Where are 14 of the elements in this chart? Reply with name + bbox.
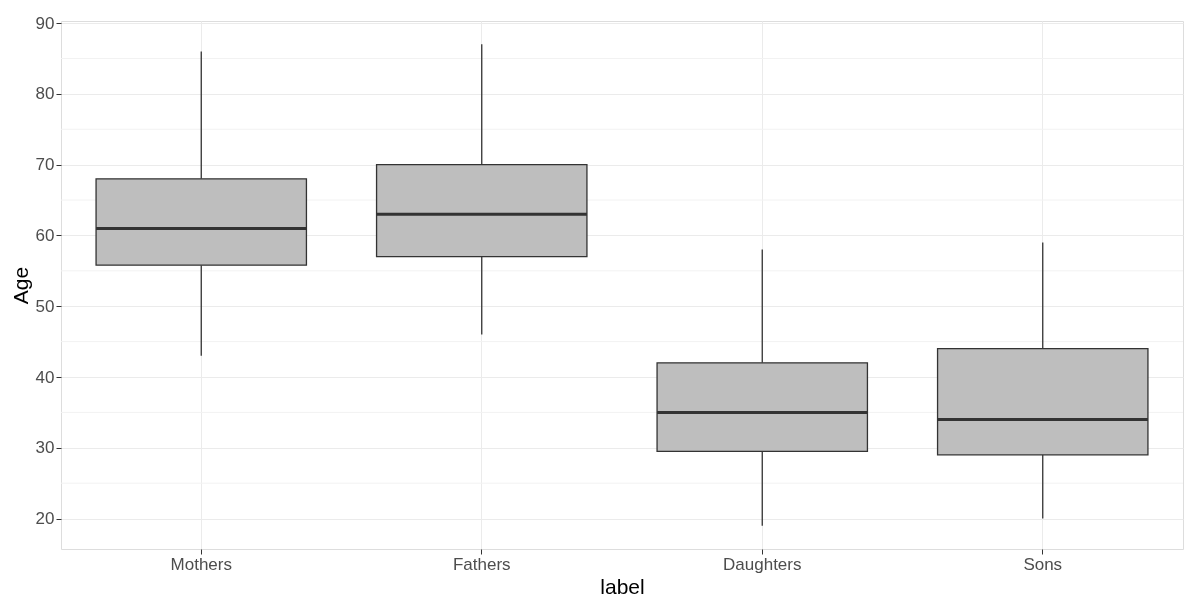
x-tick-label: Fathers — [452, 554, 511, 574]
y-tick-label: 60 — [35, 225, 55, 245]
x-tick-label: Mothers — [170, 554, 232, 574]
x-tick-label: Sons — [1023, 554, 1063, 574]
y-tick-label: 80 — [35, 84, 55, 104]
y-tick-label: 30 — [35, 438, 55, 458]
x-tick-label: Daughters — [723, 554, 802, 574]
y-tick-label: 40 — [35, 367, 55, 387]
y-tick-label: 90 — [35, 13, 55, 33]
y-tick-label: 20 — [35, 509, 55, 529]
y-axis-title: Age — [8, 266, 32, 305]
x-axis-title: label — [600, 574, 645, 598]
y-tick-label: 50 — [35, 296, 55, 316]
y-tick-label: 70 — [35, 155, 55, 175]
